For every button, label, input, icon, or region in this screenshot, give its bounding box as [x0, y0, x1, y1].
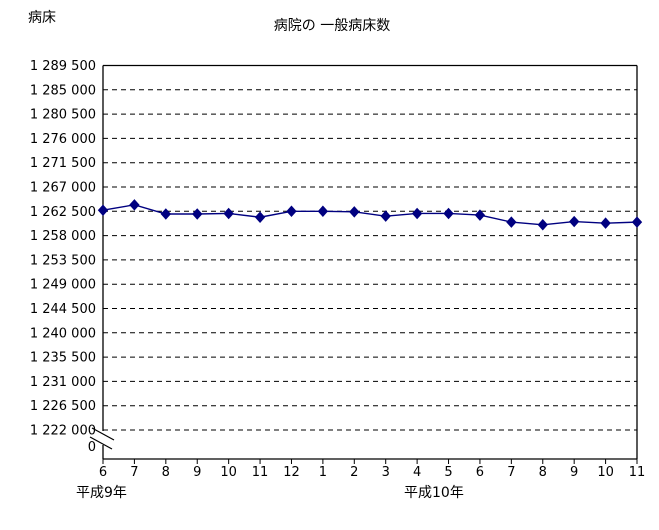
y-axis-unit-label: 病床: [28, 10, 56, 26]
data-point-marker: [192, 208, 203, 220]
x-tick-label: 3: [382, 465, 390, 480]
data-point-marker: [506, 216, 517, 228]
y-tick-label: 1 253 500: [30, 253, 96, 268]
y-tick-label: 1 222 000: [30, 424, 96, 439]
y-tick-label: 1 231 000: [30, 375, 96, 390]
data-point-marker: [537, 219, 548, 231]
data-point-marker: [129, 199, 140, 211]
x-tick-label: 12: [283, 465, 300, 480]
x-era-label: 平成10年: [404, 485, 464, 501]
y-tick-label: 1 258 000: [30, 229, 96, 244]
x-tick-label: 8: [539, 465, 547, 480]
data-point-marker: [600, 217, 611, 229]
x-tick-label: 6: [99, 465, 107, 480]
x-tick-label: 10: [597, 465, 614, 480]
y-tick-label: 1 262 500: [30, 205, 96, 220]
data-point-marker: [631, 216, 643, 228]
y-tick-label: 1 244 500: [30, 302, 96, 317]
x-era-label: 平成9年: [76, 485, 127, 501]
y-tick-label: 1 249 000: [30, 278, 96, 293]
axis-break-mark: [89, 436, 113, 450]
x-tick-label: 2: [350, 465, 358, 480]
data-point-marker: [317, 205, 329, 218]
data-point-marker: [254, 211, 266, 223]
x-tick-label: 1: [319, 465, 327, 480]
x-tick-label: 6: [476, 465, 484, 480]
data-point-marker: [286, 205, 297, 218]
x-tick-label: 11: [252, 465, 269, 480]
y-tick-label: 1 267 000: [30, 181, 96, 196]
y-baseline-label: 0: [88, 440, 96, 455]
x-tick-label: 11: [629, 465, 646, 480]
data-point-marker: [349, 206, 360, 218]
data-point-marker: [97, 204, 109, 216]
data-point-marker: [411, 207, 423, 220]
x-tick-label: 8: [162, 465, 170, 480]
data-point-marker: [160, 208, 171, 220]
data-point-marker: [569, 215, 580, 228]
chart-title: 病院の 一般病床数: [274, 18, 390, 34]
data-point-marker: [223, 207, 234, 220]
x-tick-label: 9: [570, 465, 578, 480]
x-tick-label: 9: [193, 465, 201, 480]
series-line: [102, 204, 638, 226]
data-point-marker: [474, 209, 486, 221]
x-tick-label: 4: [413, 465, 421, 480]
x-tick-label: 7: [130, 465, 138, 480]
x-tick-label: 5: [444, 465, 452, 480]
data-point-marker: [443, 207, 454, 220]
y-tick-label: 1 271 500: [30, 156, 96, 171]
x-tick-label: 10: [220, 465, 237, 480]
y-tick-label: 1 240 000: [30, 326, 96, 341]
y-tick-label: 1 235 500: [30, 351, 96, 366]
y-tick-label: 1 289 500: [30, 59, 96, 74]
y-tick-label: 1 285 000: [30, 83, 96, 98]
y-tick-label: 1 226 500: [30, 399, 96, 414]
x-tick-label: 7: [507, 465, 515, 480]
y-tick-label: 1 280 500: [30, 108, 96, 123]
axis-break-mark: [91, 427, 115, 441]
y-tick-label: 1 276 000: [30, 132, 96, 147]
data-point-marker: [380, 210, 391, 222]
